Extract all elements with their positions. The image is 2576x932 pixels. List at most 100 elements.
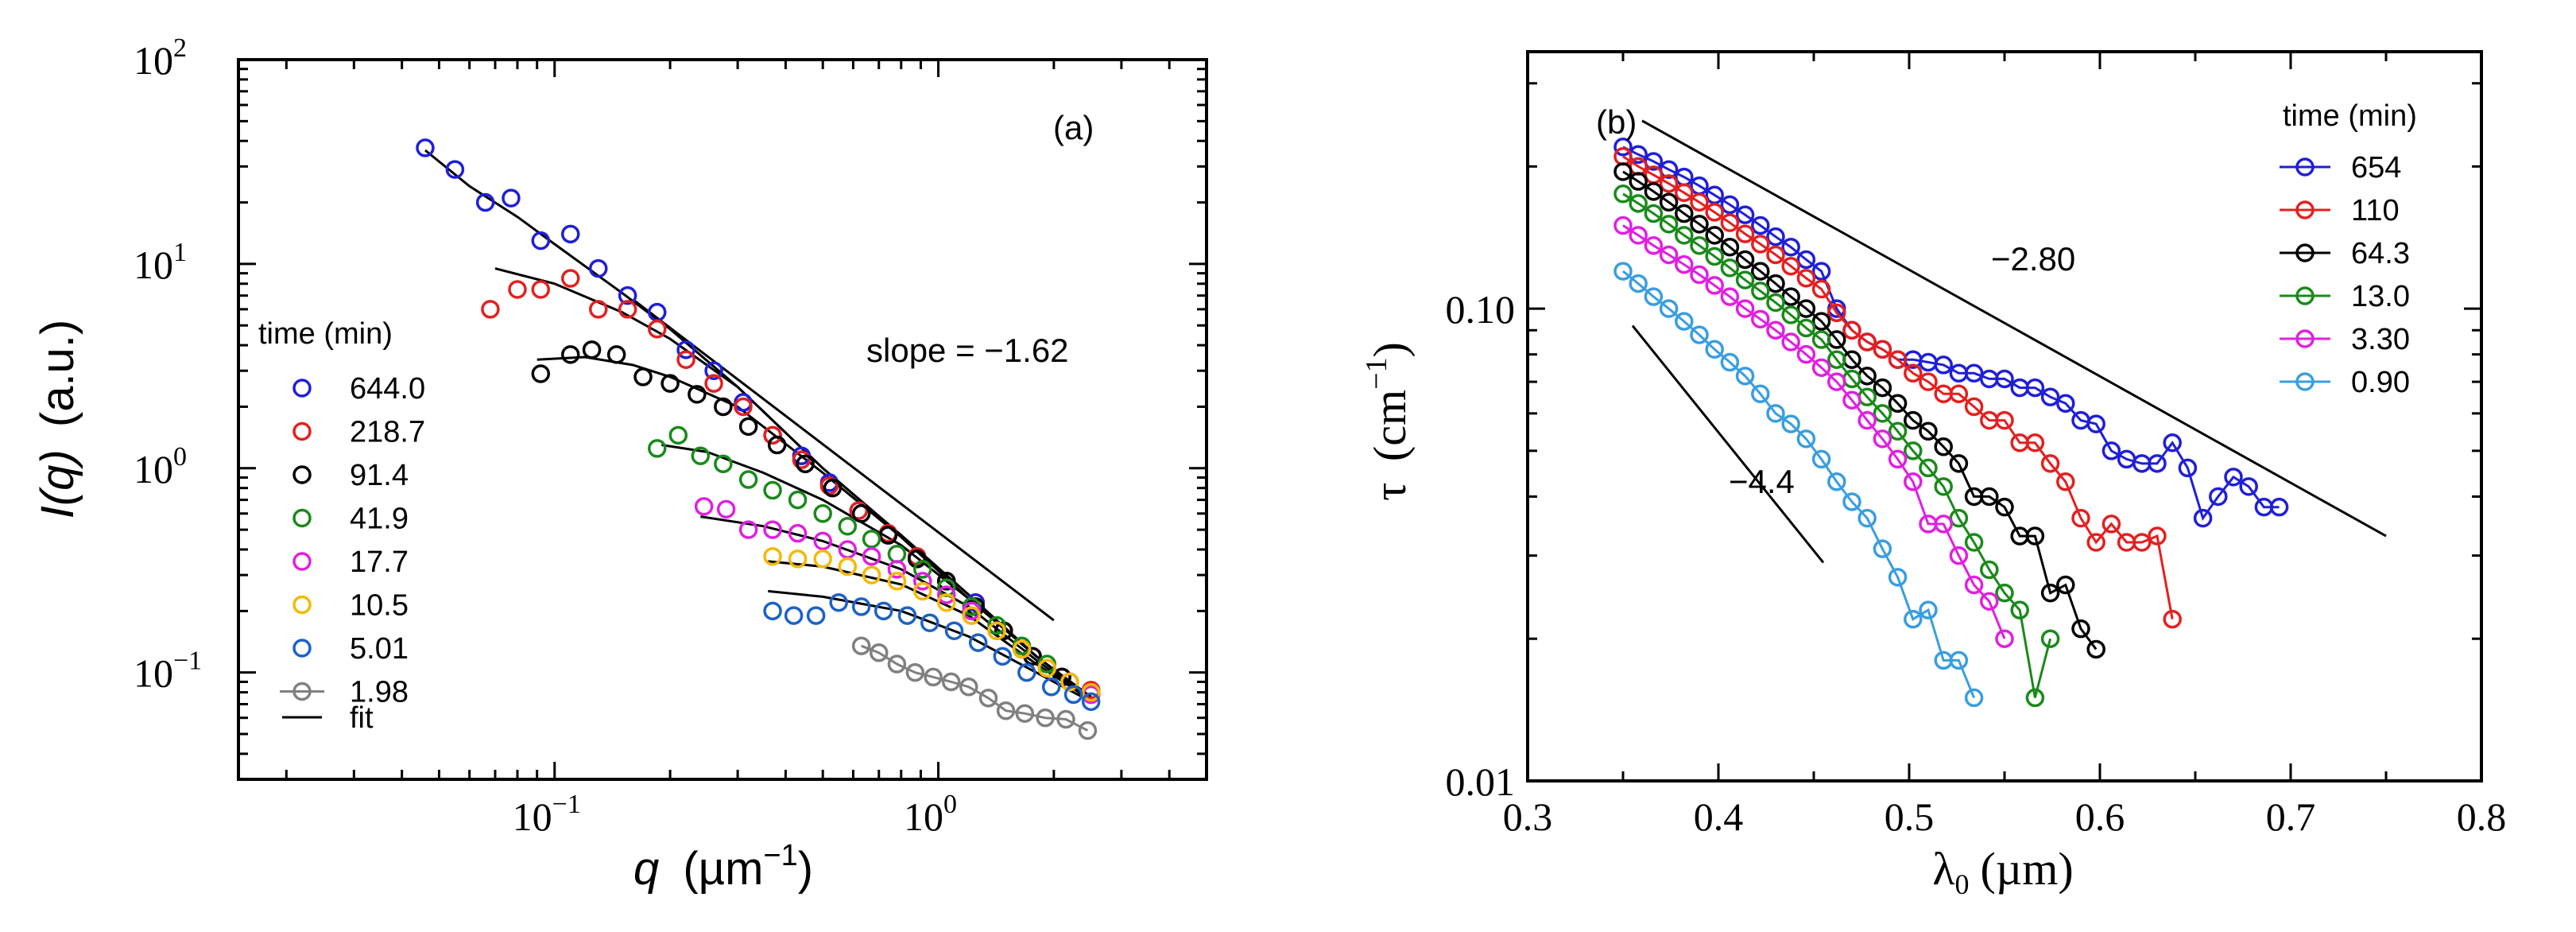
legend-item: 654 xyxy=(2280,151,2401,184)
data-point xyxy=(862,530,881,549)
data-point xyxy=(1995,369,2014,389)
data-point xyxy=(1827,472,1846,491)
legend-marker xyxy=(2295,329,2315,348)
data-point xyxy=(445,160,465,179)
data-point xyxy=(475,192,495,212)
data-point xyxy=(862,546,881,566)
legend-item: 17.7 xyxy=(292,546,409,579)
data-point xyxy=(2025,378,2045,398)
data-point xyxy=(561,345,580,364)
data-point xyxy=(1857,508,1877,528)
data-point xyxy=(1751,282,1770,301)
data-point xyxy=(838,516,858,536)
data-point xyxy=(1056,709,1075,729)
data-point xyxy=(1613,262,1633,281)
panel-a-legend-title: time (min) xyxy=(258,317,393,351)
panel-b-legend-items: 654 110 64.3 13.0 3.30 0.90 xyxy=(2280,151,2410,399)
data-point xyxy=(1904,441,1923,460)
panel-a-data-series xyxy=(416,138,1101,740)
data-point xyxy=(1888,394,1908,414)
data-point xyxy=(1690,192,1709,212)
data-point xyxy=(887,560,907,579)
data-point xyxy=(1644,236,1664,255)
data-point xyxy=(1735,224,1755,243)
data-point xyxy=(1735,367,1755,386)
data-point xyxy=(905,662,925,682)
data-point xyxy=(2025,688,2045,708)
data-point xyxy=(1613,138,1633,157)
data-point xyxy=(1873,429,1892,449)
data-point xyxy=(1675,312,1694,331)
data-point xyxy=(1811,449,1831,469)
x-tick-label-exp: 0 xyxy=(943,790,957,819)
data-point xyxy=(1980,560,1999,580)
legend-marker xyxy=(2295,243,2315,262)
data-point xyxy=(1644,182,1664,201)
data-point xyxy=(1613,184,1633,204)
data-point xyxy=(813,549,832,569)
data-point xyxy=(813,504,832,523)
data-point xyxy=(1735,205,1755,224)
legend-label: 5.01 xyxy=(350,632,409,666)
data-point xyxy=(1827,350,1846,369)
data-point xyxy=(738,470,758,489)
data-point xyxy=(1949,546,1969,565)
data-point xyxy=(714,397,733,417)
data-point xyxy=(1659,215,1679,234)
data-point xyxy=(1613,162,1633,181)
data-point xyxy=(1811,279,1831,299)
data-point xyxy=(2056,394,2075,414)
series-line xyxy=(1622,155,2174,619)
data-point xyxy=(1735,270,1755,289)
data-point xyxy=(502,188,521,208)
data-point xyxy=(806,606,826,625)
data-point xyxy=(1751,384,1770,404)
data-point xyxy=(1888,568,1908,587)
data-point xyxy=(763,601,782,621)
panel-b-legend: time (min) 654 110 64.3 13.0 3.30 0.90 xyxy=(2280,99,2417,399)
data-point xyxy=(1720,287,1740,306)
data-point xyxy=(1796,344,1816,364)
data-point xyxy=(531,231,551,250)
legend-label: 17.7 xyxy=(350,546,409,579)
legend-label: 3.30 xyxy=(2351,323,2410,356)
y-tick-label-base: 10 xyxy=(134,243,173,287)
data-point xyxy=(878,526,898,545)
data-point xyxy=(1919,372,1938,391)
data-point xyxy=(660,374,680,393)
data-point xyxy=(1690,236,1709,255)
data-point xyxy=(1078,720,1098,740)
panel-b-label: (b) xyxy=(1596,103,1637,141)
legend-label: 41.9 xyxy=(350,503,409,536)
data-point xyxy=(1796,269,1816,288)
data-point xyxy=(913,560,932,579)
data-point xyxy=(1675,183,1694,203)
legend-label: 644.0 xyxy=(350,372,425,406)
data-point xyxy=(1675,254,1694,274)
data-point xyxy=(2010,600,2029,619)
series-3.30 xyxy=(1613,216,2014,648)
data-point xyxy=(1705,247,1724,266)
data-point xyxy=(1781,305,1800,324)
data-point xyxy=(1995,629,2014,648)
series-line xyxy=(1622,224,2006,639)
series-64.3 xyxy=(1613,162,2105,659)
data-point xyxy=(1766,404,1785,423)
data-point xyxy=(1888,421,1908,441)
data-point xyxy=(1766,320,1785,340)
data-point xyxy=(2269,497,2289,517)
data-point xyxy=(1796,299,1816,318)
data-point xyxy=(416,138,435,157)
data-point xyxy=(1904,609,1923,629)
data-point xyxy=(887,544,907,564)
data-point xyxy=(1766,245,1785,265)
data-point xyxy=(1888,449,1908,469)
data-point xyxy=(561,224,580,244)
data-point xyxy=(2071,508,2090,528)
legend-marker xyxy=(292,421,312,441)
y-tick-label-exp: 2 xyxy=(173,33,187,63)
data-point xyxy=(968,633,988,652)
data-point xyxy=(481,300,500,319)
data-point xyxy=(2056,575,2075,595)
data-point xyxy=(1613,147,1633,166)
